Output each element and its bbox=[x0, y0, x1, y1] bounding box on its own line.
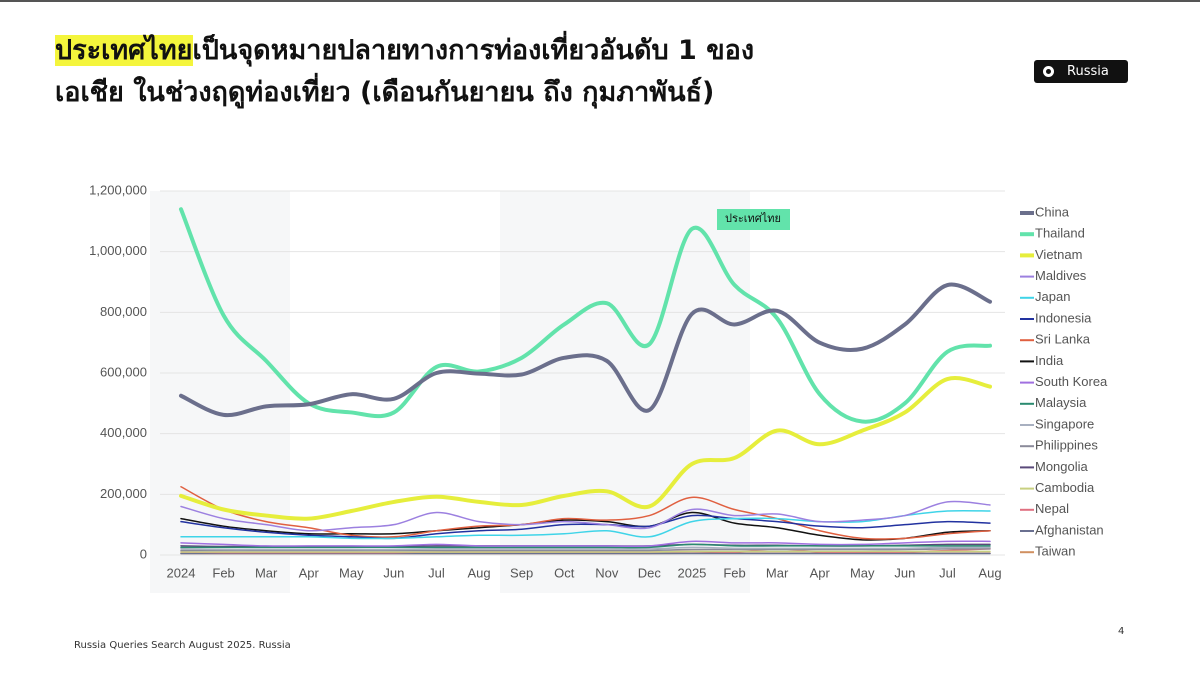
legend-label: India bbox=[1035, 353, 1064, 368]
y-tick-label: 0 bbox=[140, 546, 147, 561]
y-tick-label: 1,200,000 bbox=[89, 182, 147, 197]
x-tick-label: May bbox=[339, 565, 364, 580]
x-tick-label: Mar bbox=[255, 565, 278, 580]
x-tick-label: Feb bbox=[723, 565, 745, 580]
x-tick-label: Aug bbox=[978, 565, 1001, 580]
x-tick-label: Apr bbox=[810, 565, 831, 580]
y-tick-label: 600,000 bbox=[100, 364, 147, 379]
x-tick-label: 2025 bbox=[677, 565, 706, 580]
series-line bbox=[181, 551, 990, 552]
x-tick-label: Mar bbox=[766, 565, 789, 580]
legend-label: Sri Lanka bbox=[1035, 332, 1091, 347]
x-tick-label: Oct bbox=[554, 565, 575, 580]
legend-label: Cambodia bbox=[1035, 480, 1095, 495]
y-tick-label: 1,000,000 bbox=[89, 243, 147, 258]
x-tick-label: Sep bbox=[510, 565, 533, 580]
y-tick-label: 400,000 bbox=[100, 425, 147, 440]
footer: Russia Queries Search August 2025. Russi… bbox=[74, 640, 291, 651]
legend-label: Vietnam bbox=[1035, 247, 1082, 262]
legend-label: Nepal bbox=[1035, 501, 1069, 516]
legend-label: Mongolia bbox=[1035, 459, 1089, 474]
legend-label: Malaysia bbox=[1035, 395, 1087, 410]
legend-label: Thailand bbox=[1035, 226, 1085, 241]
page-number: 4 bbox=[1118, 626, 1124, 637]
x-tick-label: Jun bbox=[894, 565, 915, 580]
x-tick-label: Jun bbox=[383, 565, 404, 580]
x-tick-label: Feb bbox=[212, 565, 234, 580]
x-tick-label: Jul bbox=[939, 565, 956, 580]
legend-label: Indonesia bbox=[1035, 310, 1092, 325]
x-tick-label: Nov bbox=[595, 565, 619, 580]
legend-label: South Korea bbox=[1035, 374, 1108, 389]
legend-label: Afghanistan bbox=[1035, 522, 1104, 537]
annotation: ประเทศไทย bbox=[725, 212, 781, 225]
y-tick-label: 800,000 bbox=[100, 304, 147, 319]
legend-label: Japan bbox=[1035, 289, 1070, 304]
legend-label: Philippines bbox=[1035, 438, 1098, 453]
x-tick-label: Apr bbox=[299, 565, 320, 580]
x-tick-label: 2024 bbox=[167, 565, 196, 580]
x-tick-label: Dec bbox=[638, 565, 662, 580]
y-tick-label: 200,000 bbox=[100, 486, 147, 501]
legend-label: Taiwan bbox=[1035, 544, 1075, 559]
x-tick-label: Aug bbox=[467, 565, 490, 580]
legend-label: China bbox=[1035, 204, 1070, 219]
x-tick-label: Jul bbox=[428, 565, 445, 580]
legend-label: Singapore bbox=[1035, 416, 1094, 431]
legend-label: Maldives bbox=[1035, 268, 1087, 283]
x-tick-label: May bbox=[850, 565, 875, 580]
